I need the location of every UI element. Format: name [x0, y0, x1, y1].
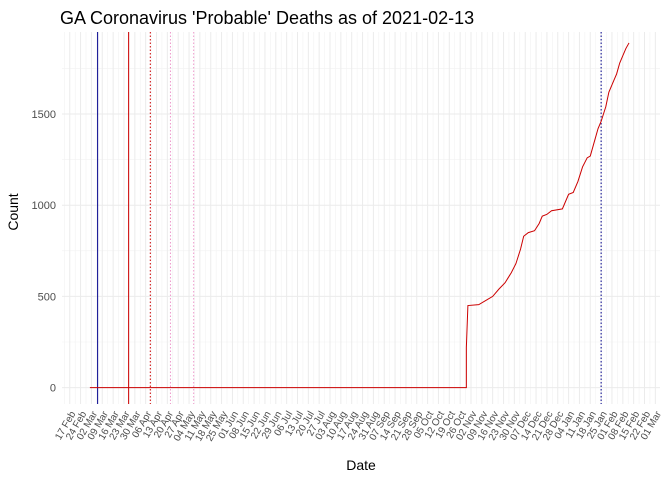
y-tick-label: 1500	[32, 109, 56, 121]
series-line	[89, 42, 630, 389]
y-tick-label: 500	[38, 291, 56, 303]
y-tick-label: 1000	[32, 200, 56, 212]
y-tick-label: 0	[50, 383, 56, 395]
series-layer	[89, 42, 630, 389]
reference-lines	[97, 32, 602, 404]
grid-minor	[62, 32, 660, 404]
grid-major	[62, 32, 660, 404]
y-tick-labels: 0 500 1000 1500	[32, 109, 56, 395]
x-axis-title: Date	[346, 457, 376, 473]
chart-title: GA Coronavirus 'Probable' Deaths as of 2…	[60, 8, 474, 28]
y-axis-title: Count	[5, 193, 21, 230]
